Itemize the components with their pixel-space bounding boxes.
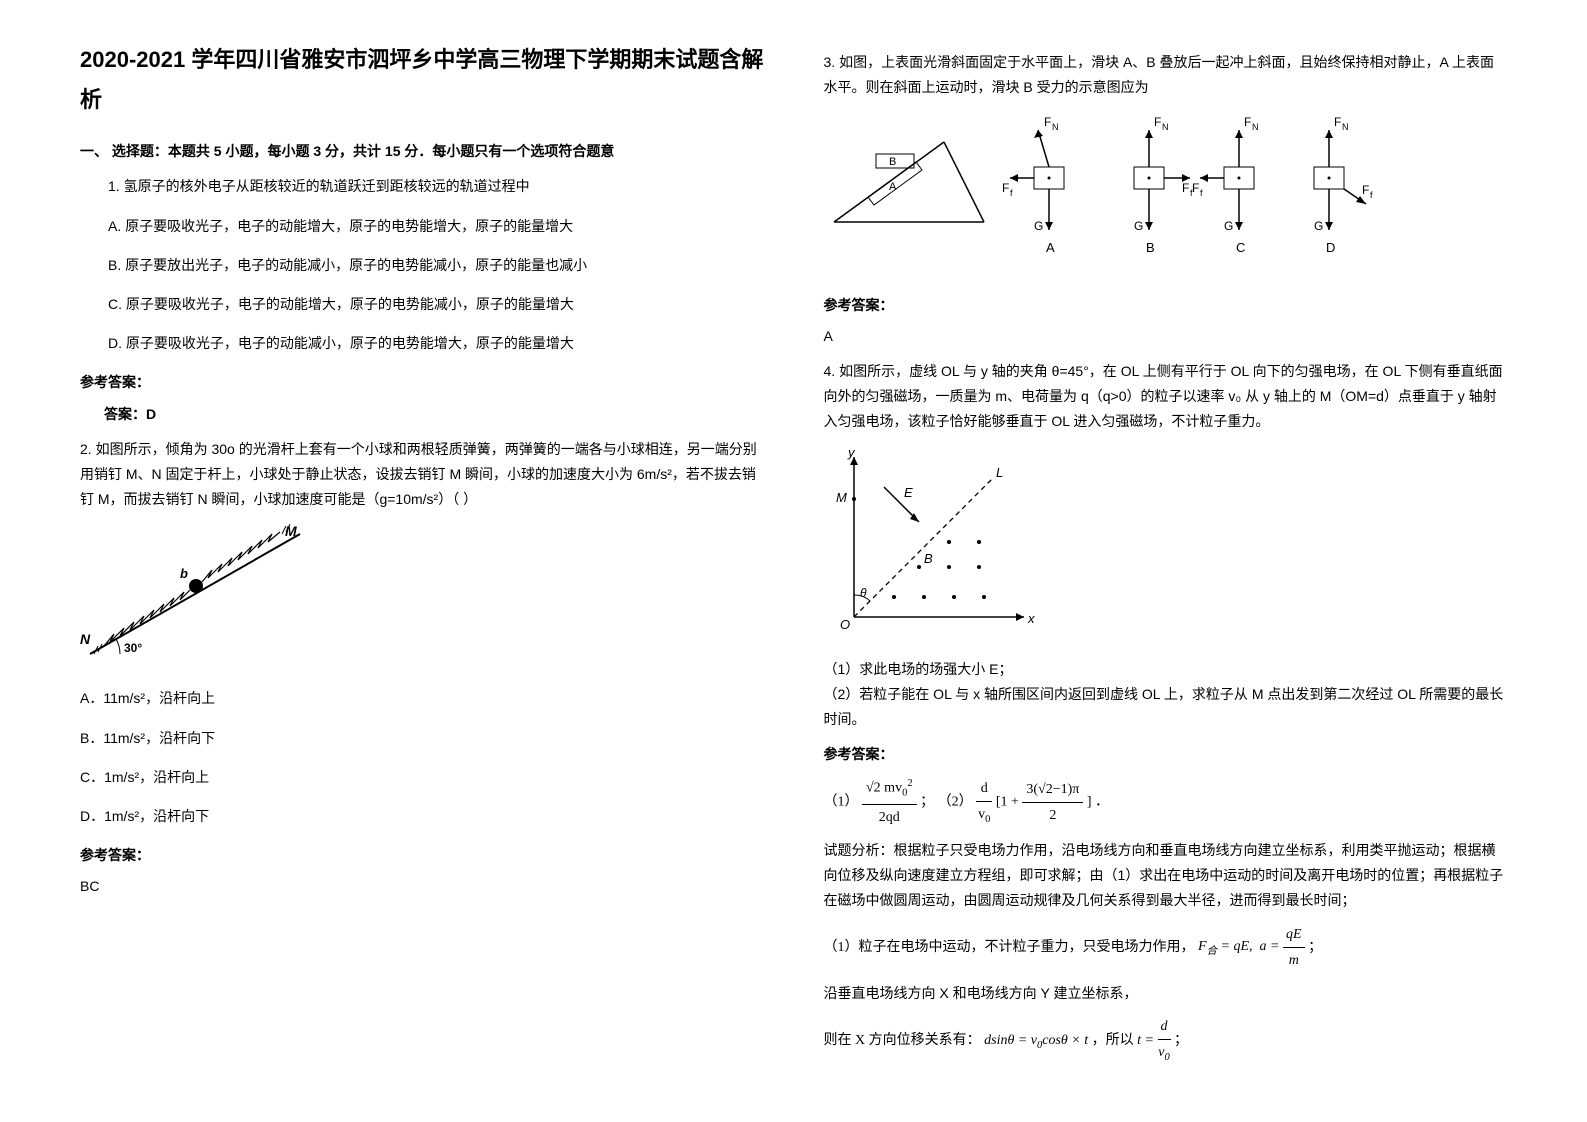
q4-line1: （1）粒子在电场中运动，不计粒子重力，只受电场力作用， F合 = qE, a =… [824, 922, 1508, 973]
q4-formula1-prefix: （1） [824, 795, 859, 810]
question-4: 4. 如图所示，虚线 OL 与 y 轴的夹角 θ=45°，在 OL 上侧有平行于… [824, 359, 1508, 435]
q1-option-d: D. 原子要吸收光子，电子的动能减小，原子的电势能增大，原子的能量增大 [108, 331, 764, 356]
q4-o-label: O [840, 617, 850, 632]
svg-text:F: F [1044, 115, 1051, 129]
q4-line2: 沿垂直电场线方向 X 和电场线方向 Y 建立坐标系， [824, 981, 1508, 1006]
q1-answer: 答案：D [80, 402, 764, 427]
left-column: 2020-2021 学年四川省雅安市泗坪乡中学高三物理下学期期末试题含解析 一、… [80, 40, 764, 1076]
section-1-heading: 一、 选择题：本题共 5 小题，每小题 3 分，共计 15 分．每小题只有一个选… [80, 139, 764, 164]
svg-text:G: G [1034, 219, 1043, 233]
q4-diagram: y x O L θ M E B [824, 447, 1508, 645]
q3-block-b-label: B [889, 156, 896, 168]
q2-stem: 2. 如图所示，倾角为 30o 的光滑杆上套有一个小球和两根轻质弹簧，两弹簧的一… [80, 437, 764, 513]
q4-e-label: E [904, 485, 913, 500]
svg-text:G: G [1314, 219, 1323, 233]
q3-answer: A [824, 324, 1508, 349]
svg-text:F: F [1244, 115, 1251, 129]
q1-option-b: B. 原子要放出光子，电子的动能减小，原子的电势能减小，原子的能量也减小 [108, 253, 764, 278]
svg-text:F: F [1192, 181, 1199, 195]
svg-text:F: F [1362, 183, 1369, 197]
q1-option-c: C. 原子要吸收光子，电子的动能增大，原子的电势能减小，原子的能量增大 [108, 292, 764, 317]
svg-text:N: N [80, 631, 91, 647]
q2-option-b: B．11m/s²，沿杆向下 [80, 726, 764, 751]
svg-text:b: b [180, 566, 188, 581]
q4-sub1: （1）求此电场的场强大小 E； [824, 657, 1508, 682]
q3-diagram: B A FN Ff G A [824, 112, 1508, 280]
q2-option-a: A．11m/s²，沿杆向上 [80, 686, 764, 711]
q4-stem: 4. 如图所示，虚线 OL 与 y 轴的夹角 θ=45°，在 OL 上侧有平行于… [824, 359, 1508, 435]
q3-block-a-label: A [889, 181, 897, 193]
q4-l-label: L [996, 465, 1003, 480]
q2-answer: BC [80, 874, 764, 899]
q1-option-a: A. 原子要吸收光子，电子的动能增大，原子的电势能增大，原子的能量增大 [108, 214, 764, 239]
q4-formula-line: （1） √2 mv02 2qd ； （2） d v0 [1 + 3(√2−1)π… [824, 775, 1508, 830]
q2-option-c: C．1m/s²，沿杆向上 [80, 765, 764, 790]
svg-text:F: F [1334, 115, 1341, 129]
q3-option-d-label: D [1326, 240, 1335, 255]
q3-stem: 3. 如图，上表面光滑斜面固定于水平面上，滑块 A、B 叠放后一起冲上斜面，且始… [824, 50, 1508, 100]
svg-text:f: f [1010, 188, 1013, 198]
q4-sub2: （2）若粒子能在 OL 与 x 轴所围区间内返回到虚线 OL 上，求粒子从 M … [824, 682, 1508, 732]
svg-text:N: N [1342, 122, 1349, 132]
svg-text:G: G [1224, 219, 1233, 233]
svg-text:F: F [1154, 115, 1161, 129]
q2-diagram: 30° N b M [80, 524, 764, 672]
question-2: 2. 如图所示，倾角为 30o 的光滑杆上套有一个小球和两根轻质弹簧，两弹簧的一… [80, 437, 764, 513]
q3-option-a-label: A [1046, 240, 1055, 255]
question-3: 3. 如图，上表面光滑斜面固定于水平面上，滑块 A、B 叠放后一起冲上斜面，且始… [824, 50, 1508, 100]
q4-theta-label: θ [860, 586, 867, 600]
right-column: 3. 如图，上表面光滑斜面固定于水平面上，滑块 A、B 叠放后一起冲上斜面，且始… [824, 40, 1508, 1076]
svg-text:G: G [1134, 219, 1143, 233]
q4-x-label: x [1027, 611, 1035, 626]
q4-answer-label: 参考答案： [824, 742, 1508, 767]
q4-analysis: 试题分析：根据粒子只受电场力作用，沿电场线方向和垂直电场线方向建立坐标系，利用类… [824, 838, 1508, 914]
svg-text:f: f [1370, 190, 1373, 200]
q2-option-d: D．1m/s²，沿杆向下 [80, 804, 764, 829]
q3-option-b-label: B [1146, 240, 1155, 255]
svg-text:f: f [1200, 188, 1203, 198]
svg-text:30°: 30° [124, 641, 142, 655]
svg-text:F: F [1002, 181, 1009, 195]
q2-answer-label: 参考答案： [80, 843, 764, 868]
q3-answer-label: 参考答案： [824, 293, 1508, 318]
svg-text:N: N [1162, 122, 1169, 132]
q4-b-label: B [924, 551, 933, 566]
q1-stem: 1. 氢原子的核外电子从距核较近的轨道跃迁到距核较远的轨道过程中 [80, 174, 764, 199]
q4-formula2-prefix: ； （2） [920, 795, 973, 810]
q1-answer-label: 参考答案： [80, 370, 764, 395]
page-title: 2020-2021 学年四川省雅安市泗坪乡中学高三物理下学期期末试题含解析 [80, 40, 764, 119]
q4-m-label: M [836, 490, 847, 505]
svg-text:N: N [1252, 122, 1259, 132]
q4-line3: 则在 X 方向位移关系有： dsinθ = v0cosθ × t ，所以 t =… [824, 1014, 1508, 1068]
svg-text:F: F [1182, 181, 1189, 195]
svg-text:N: N [1052, 122, 1059, 132]
q3-option-c-label: C [1236, 240, 1245, 255]
question-1: 1. 氢原子的核外电子从距核较近的轨道跃迁到距核较远的轨道过程中 A. 原子要吸… [80, 174, 764, 356]
